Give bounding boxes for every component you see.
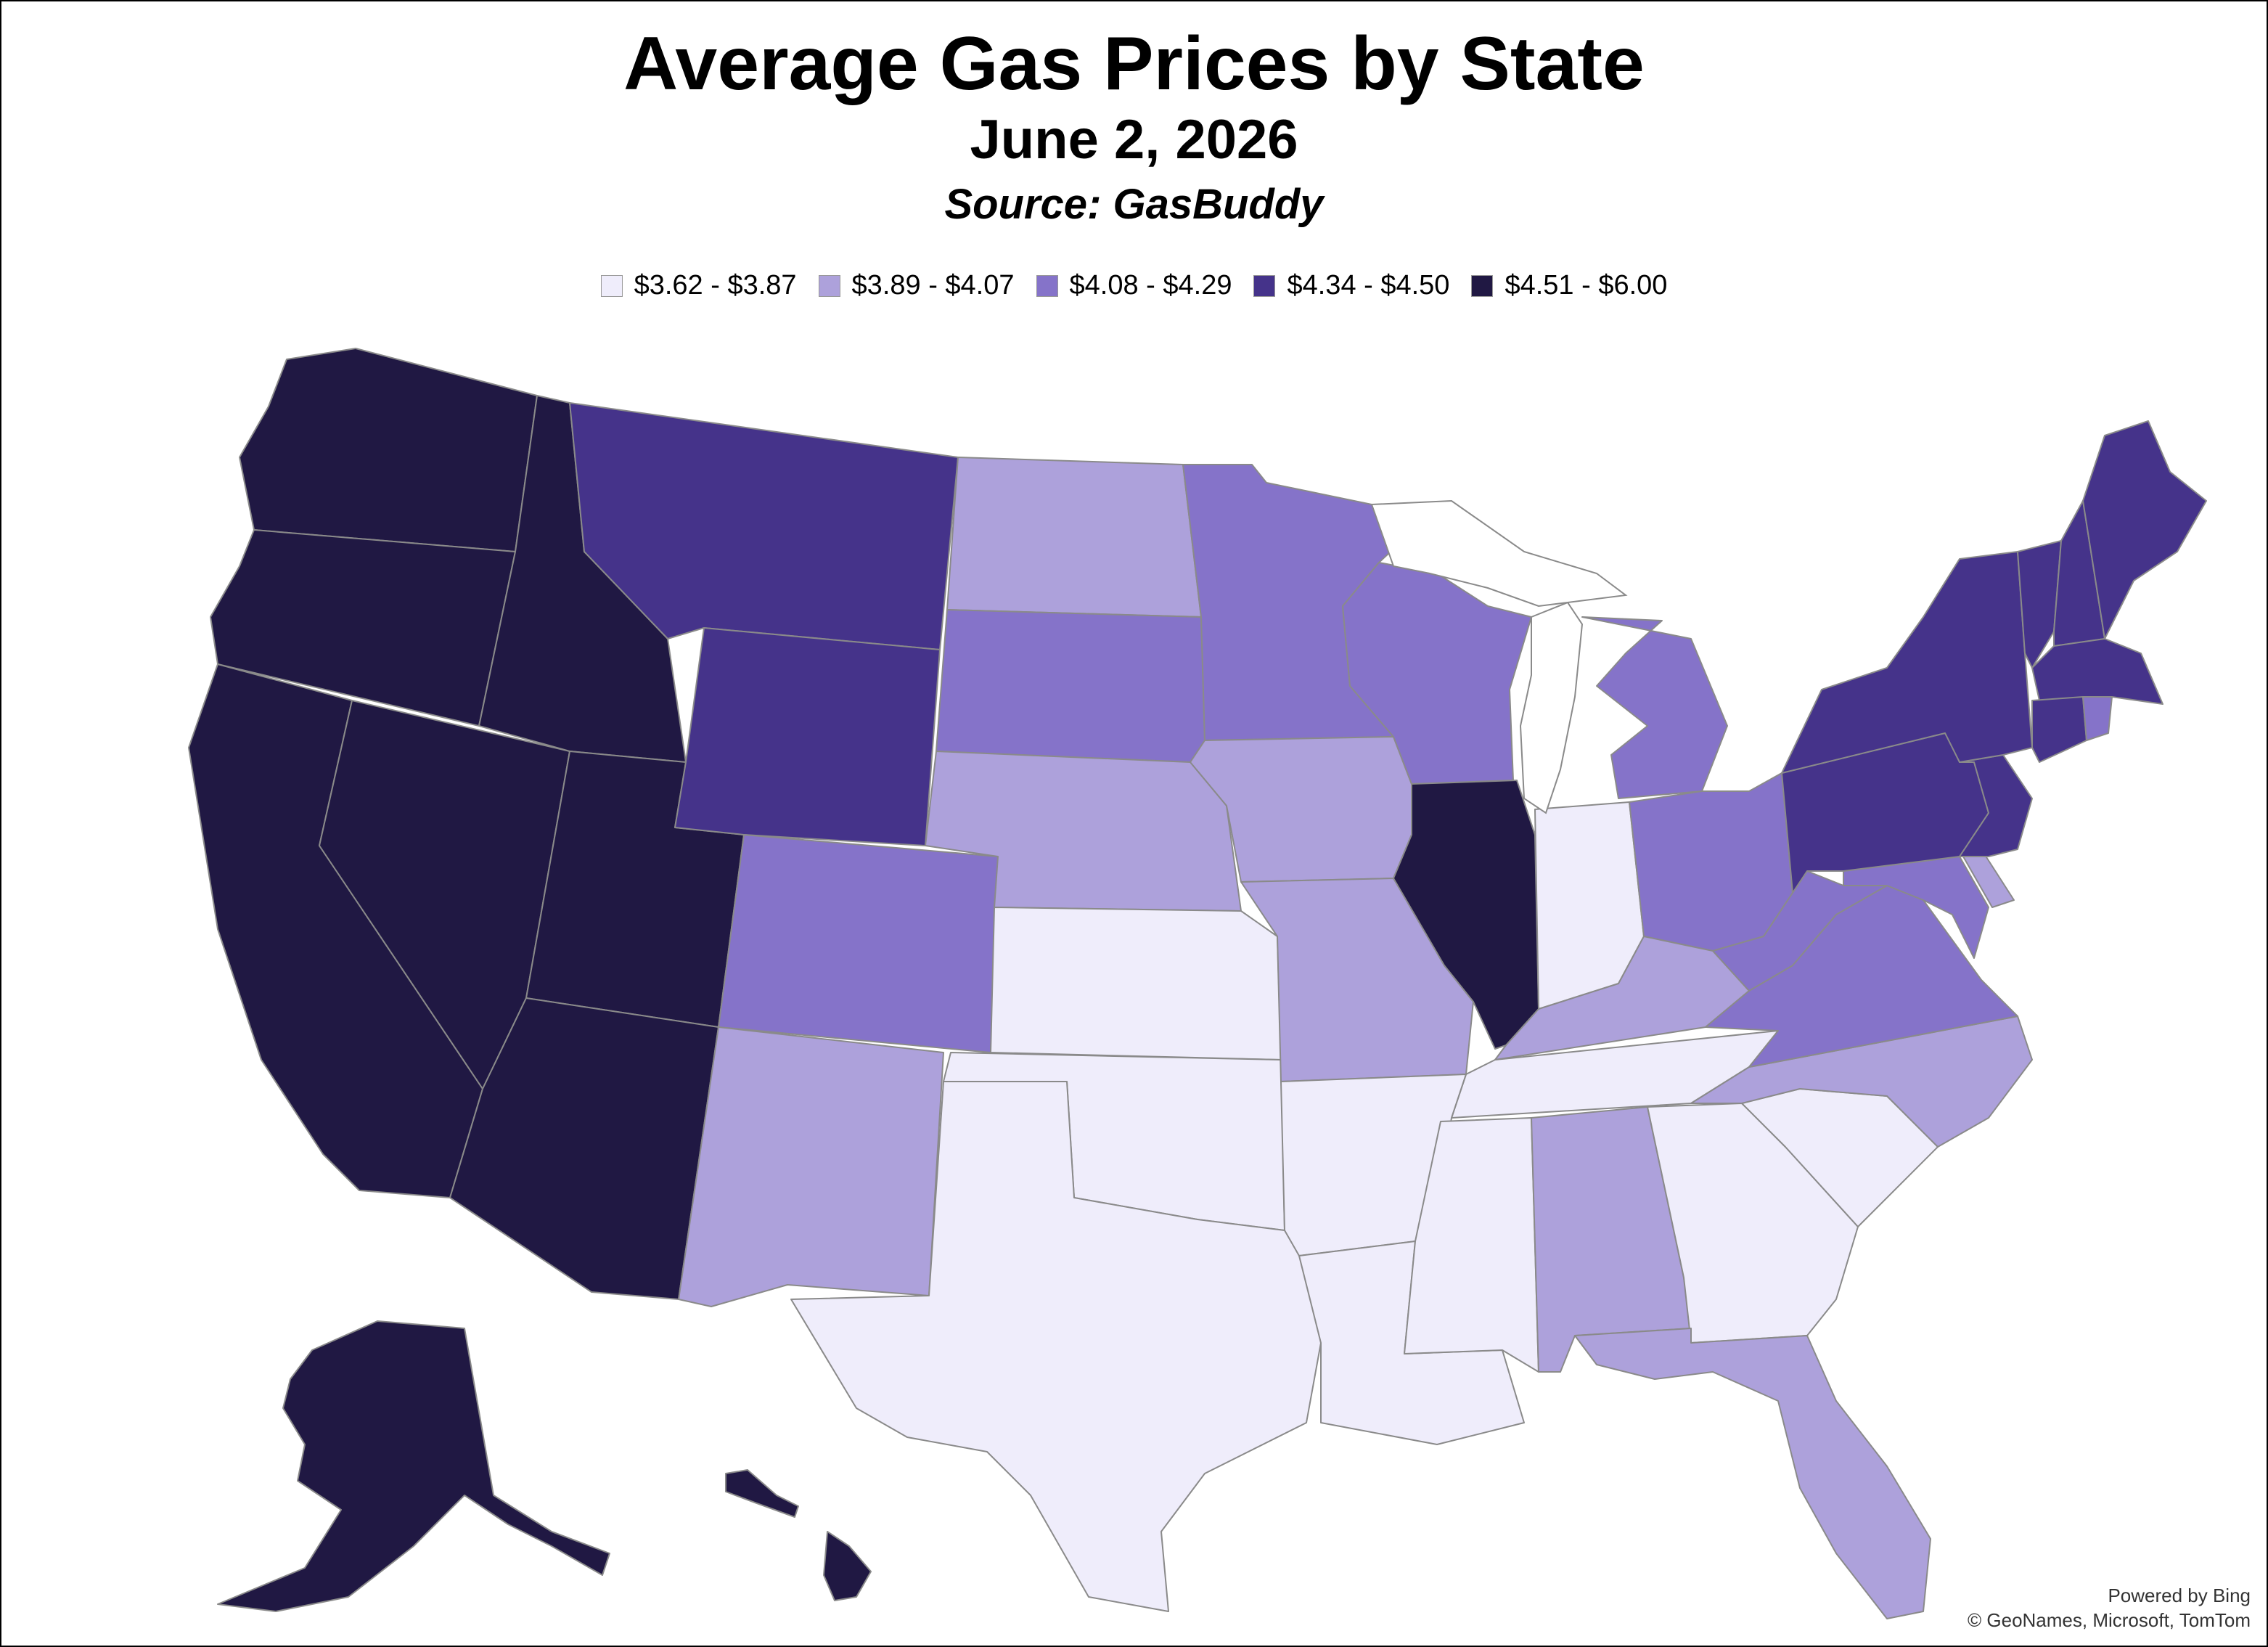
legend-swatch-4 xyxy=(1253,274,1276,297)
credits-bing: Powered by Bing xyxy=(2108,1585,2251,1606)
state-hawaii-islands xyxy=(725,1469,799,1518)
state-massachusetts xyxy=(2031,638,2163,705)
state-south-dakota xyxy=(936,609,1205,763)
lake-superior xyxy=(1370,499,1628,608)
state-alaska xyxy=(217,1320,610,1612)
state-maine xyxy=(2082,420,2207,639)
state-new-york xyxy=(1781,551,2033,774)
map-subtitle: June 2, 2026 xyxy=(970,109,1298,171)
legend-swatch-1 xyxy=(600,274,623,297)
map-title: Average Gas Prices by State xyxy=(623,22,1645,106)
state-rhode-island xyxy=(2082,696,2113,741)
legend-swatch-2 xyxy=(818,274,840,297)
state-north-dakota xyxy=(946,457,1202,618)
legend-item-5: $4.51 - $6.00 xyxy=(1471,270,1667,301)
state-wyoming xyxy=(674,627,941,846)
state-michigan xyxy=(1581,616,1728,799)
legend-item-4: $4.34 - $4.50 xyxy=(1253,270,1449,301)
state-new-jersey xyxy=(1959,754,2033,857)
map-source: Source: GasBuddy xyxy=(944,181,1324,228)
credits-attribution: © GeoNames, Microsoft, TomTom xyxy=(1968,1609,2251,1631)
lake-michigan xyxy=(1519,601,1584,814)
state-florida xyxy=(1574,1328,1931,1619)
state-new-mexico xyxy=(678,1026,944,1307)
legend-swatch-3 xyxy=(1036,274,1058,297)
legend-item-2: $3.89 - $4.07 xyxy=(818,270,1015,301)
state-kansas xyxy=(990,907,1282,1060)
state-texas xyxy=(790,1081,1322,1612)
map-credits: Powered by Bing © GeoNames, Microsoft, T… xyxy=(1968,1583,2251,1632)
legend-label-1: $3.62 - $3.87 xyxy=(634,270,797,301)
legend-label-4: $4.34 - $4.50 xyxy=(1287,270,1450,301)
state-ohio xyxy=(1629,772,1793,952)
state-illinois xyxy=(1393,780,1539,1050)
legend: $3.62 - $3.87 $3.89 - $4.07 $4.08 - $4.2… xyxy=(0,270,2268,301)
legend-swatch-5 xyxy=(1471,274,1494,297)
legend-item-3: $4.08 - $4.29 xyxy=(1036,270,1232,301)
state-colorado xyxy=(718,834,999,1053)
legend-label-5: $4.51 - $6.00 xyxy=(1505,270,1668,301)
state-maryland xyxy=(1843,856,1989,959)
legend-item-1: $3.62 - $3.87 xyxy=(600,270,797,301)
legend-label-3: $4.08 - $4.29 xyxy=(1069,270,1232,301)
legend-label-2: $3.89 - $4.07 xyxy=(851,270,1015,301)
state-connecticut xyxy=(2031,696,2087,763)
state-hawaii xyxy=(823,1531,872,1601)
state-washington xyxy=(239,348,538,552)
state-vermont xyxy=(2017,540,2062,669)
